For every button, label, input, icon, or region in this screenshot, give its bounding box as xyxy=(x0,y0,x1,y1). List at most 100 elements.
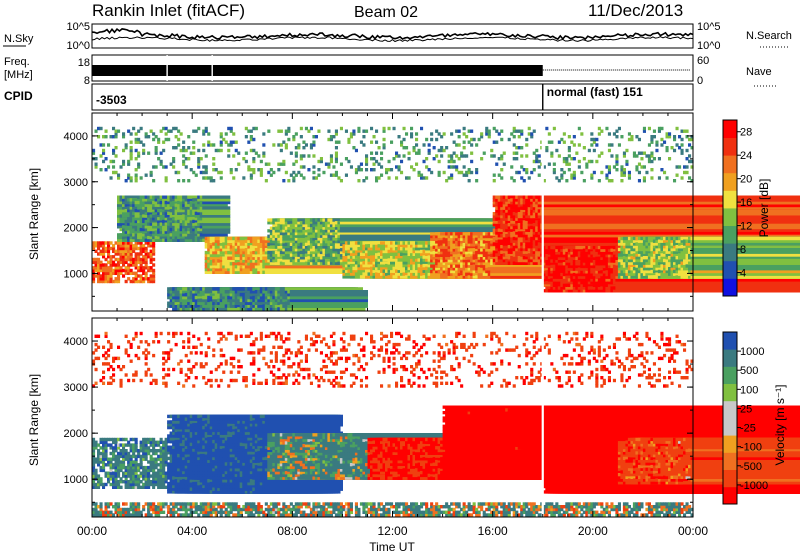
rti-cell xyxy=(147,244,151,248)
rti-cell xyxy=(627,170,631,175)
rti-cell xyxy=(122,274,126,278)
rti-cell xyxy=(652,135,656,139)
nsearch-trace xyxy=(91,36,694,43)
rti-cell xyxy=(134,241,138,245)
rti-cell xyxy=(112,279,116,284)
rti-cell xyxy=(207,132,211,136)
rti-cell xyxy=(212,162,216,166)
rti-cell xyxy=(127,266,131,270)
nsearch-tick-bottom: 10^0 xyxy=(697,40,721,52)
rti-cell xyxy=(97,257,101,262)
rti-cell xyxy=(164,165,168,169)
rti-cell xyxy=(114,154,118,158)
rti-cell xyxy=(590,159,594,164)
rti-cell xyxy=(114,263,118,267)
rti-cell xyxy=(267,129,271,133)
rti-cell xyxy=(420,126,424,131)
rti-cell xyxy=(317,173,321,177)
rti-cell xyxy=(527,126,531,131)
rti-cell xyxy=(365,154,369,158)
rti-cell xyxy=(339,221,519,225)
rti-cell xyxy=(572,135,576,139)
rti-cell xyxy=(109,176,113,180)
rti-cell xyxy=(540,217,800,221)
rti-cell xyxy=(382,143,386,147)
rti-cell xyxy=(97,274,101,278)
rti-cell xyxy=(129,140,133,144)
rti-cell xyxy=(172,165,176,169)
rti-cell xyxy=(289,151,293,155)
rti-cell xyxy=(422,143,426,147)
rti-cell xyxy=(212,143,216,147)
rti-cell xyxy=(262,132,266,136)
rti-cell xyxy=(597,179,601,183)
rti-cell xyxy=(142,257,146,262)
rti-cell xyxy=(144,271,148,275)
rti-cell xyxy=(377,146,381,150)
rti-cell xyxy=(337,140,341,144)
rti-cell xyxy=(630,135,634,139)
rti-cell xyxy=(119,244,123,248)
rti-cell xyxy=(600,151,604,155)
rti-cell xyxy=(99,168,103,172)
rti-cell xyxy=(500,129,504,133)
rti-cell xyxy=(107,266,111,270)
rti-cell xyxy=(264,265,381,269)
rti-cell xyxy=(202,195,231,199)
rti-cell xyxy=(405,132,409,136)
colorbar-tick-label: 16 xyxy=(740,197,752,209)
rti-cell xyxy=(149,274,153,278)
rti-cell xyxy=(94,257,98,262)
rti-cell xyxy=(437,159,441,164)
rti-cell xyxy=(527,176,531,180)
rti-cell xyxy=(102,255,106,259)
rti-cell xyxy=(617,126,621,131)
rti-cell xyxy=(99,241,103,245)
rti-cell xyxy=(92,274,96,278)
rti-cell xyxy=(109,260,113,264)
rti-cell xyxy=(124,241,128,245)
rti-cell xyxy=(492,154,496,158)
rti-cell xyxy=(152,279,156,284)
rti-cell xyxy=(359,162,363,166)
colorbar-swatch xyxy=(723,120,737,138)
rti-cell xyxy=(114,252,118,256)
rti-cell xyxy=(657,176,661,180)
rti-cell xyxy=(109,271,113,275)
rti-cell xyxy=(142,244,146,248)
rti-cell xyxy=(107,246,111,251)
rti-cell xyxy=(450,173,454,177)
rti-cell xyxy=(415,137,419,142)
rti-cell xyxy=(673,148,677,153)
rti-cell xyxy=(142,148,146,153)
rti-cell xyxy=(119,241,123,245)
rti-cell xyxy=(382,126,386,131)
rti-cell xyxy=(117,252,121,256)
rti-cell xyxy=(144,257,148,262)
rti-cell xyxy=(475,179,479,183)
rti-cell xyxy=(582,146,586,150)
rti-cell xyxy=(144,260,148,264)
rti-cell xyxy=(615,168,619,172)
rti-cell xyxy=(637,170,641,175)
rti-cell xyxy=(232,176,236,180)
rti-cell xyxy=(362,135,366,139)
rti-cell xyxy=(97,260,101,264)
rti-cell xyxy=(435,154,439,158)
rti-cell xyxy=(219,132,223,136)
rti-cell xyxy=(257,154,261,158)
rti-cell xyxy=(117,266,121,270)
rti-cell xyxy=(122,246,126,251)
rti-cell xyxy=(144,255,148,259)
rti-cell xyxy=(99,277,103,281)
nsky-tick-bottom: 10^0 xyxy=(66,40,90,52)
rti-cell xyxy=(685,165,689,169)
rti-cell xyxy=(312,170,316,175)
rti-cell xyxy=(134,277,138,281)
rti-cell xyxy=(490,148,494,153)
rti-cell xyxy=(124,257,128,262)
rti-cell xyxy=(339,126,343,131)
rti-cell xyxy=(134,279,138,284)
rti-cell xyxy=(152,241,156,245)
rti-cell xyxy=(537,203,800,208)
